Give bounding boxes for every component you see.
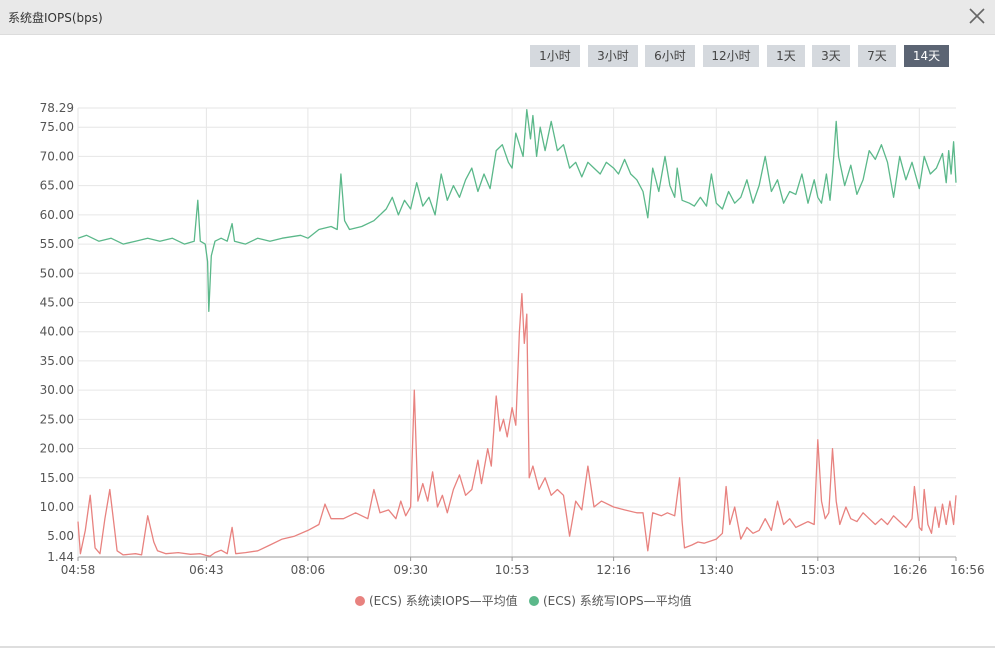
y-tick-label: 15.00 xyxy=(40,471,74,485)
y-tick-label: 5.00 xyxy=(47,529,74,543)
x-tick-label: 04:58 xyxy=(61,563,96,577)
y-tick-label: 78.29 xyxy=(40,101,74,115)
x-tick-label: 16:56 xyxy=(950,563,985,577)
y-tick-label: 35.00 xyxy=(40,354,74,368)
y-tick-label: 70.00 xyxy=(40,149,74,163)
x-tick-label: 13:40 xyxy=(699,563,734,577)
legend-dot-read xyxy=(355,596,365,606)
x-tick-label: 06:43 xyxy=(189,563,224,577)
range-button-1d[interactable]: 1天 xyxy=(767,45,805,67)
x-tick-label: 10:53 xyxy=(495,563,530,577)
chart-legend: (ECS) 系统读IOPS—平均值 (ECS) 系统写IOPS—平均值 xyxy=(0,592,995,610)
y-tick-label: 20.00 xyxy=(40,442,74,456)
dialog-titlebar: 系统盘IOPS(bps) xyxy=(0,0,995,35)
y-tick-label: 75.00 xyxy=(40,120,74,134)
y-tick-label: 50.00 xyxy=(40,266,74,280)
y-tick-label: 45.00 xyxy=(40,295,74,309)
y-tick-label: 1.44 xyxy=(47,550,74,564)
y-tick-label: 60.00 xyxy=(40,208,74,222)
range-button-1h[interactable]: 1小时 xyxy=(530,45,580,67)
legend-dot-write xyxy=(529,596,539,606)
range-button-3h[interactable]: 3小时 xyxy=(588,45,638,67)
y-tick-label: 30.00 xyxy=(40,383,74,397)
x-tick-label: 12:16 xyxy=(596,563,631,577)
legend-label-write: (ECS) 系统写IOPS—平均值 xyxy=(543,594,692,608)
close-icon[interactable] xyxy=(967,6,987,26)
y-tick-label: 10.00 xyxy=(40,500,74,514)
y-tick-label: 25.00 xyxy=(40,412,74,426)
range-button-12h[interactable]: 12小时 xyxy=(703,45,759,67)
legend-item-read[interactable]: (ECS) 系统读IOPS—平均值 xyxy=(355,592,518,609)
legend-label-read: (ECS) 系统读IOPS—平均值 xyxy=(369,594,518,608)
dialog-title: 系统盘IOPS(bps) xyxy=(8,9,103,26)
iops-line-chart: 1.44 5.00 10.00 15.00 20.00 25.00 30.00 35.00 40… xyxy=(0,95,995,585)
y-tick-label: 55.00 xyxy=(40,237,74,251)
range-button-14d[interactable]: 14天 xyxy=(904,45,949,67)
range-button-6h[interactable]: 6小时 xyxy=(645,45,695,67)
series-line-read xyxy=(78,294,956,556)
series-line-write xyxy=(78,110,956,312)
range-button-3d[interactable]: 3天 xyxy=(812,45,850,67)
range-button-7d[interactable]: 7天 xyxy=(858,45,896,67)
legend-item-write[interactable]: (ECS) 系统写IOPS—平均值 xyxy=(529,592,692,609)
x-tick-label: 09:30 xyxy=(393,563,428,577)
x-tick-label: 08:06 xyxy=(291,563,326,577)
y-tick-label: 40.00 xyxy=(40,325,74,339)
y-tick-label: 65.00 xyxy=(40,179,74,193)
x-tick-label: 15:03 xyxy=(801,563,836,577)
x-tick-label: 16:26 xyxy=(893,563,928,577)
